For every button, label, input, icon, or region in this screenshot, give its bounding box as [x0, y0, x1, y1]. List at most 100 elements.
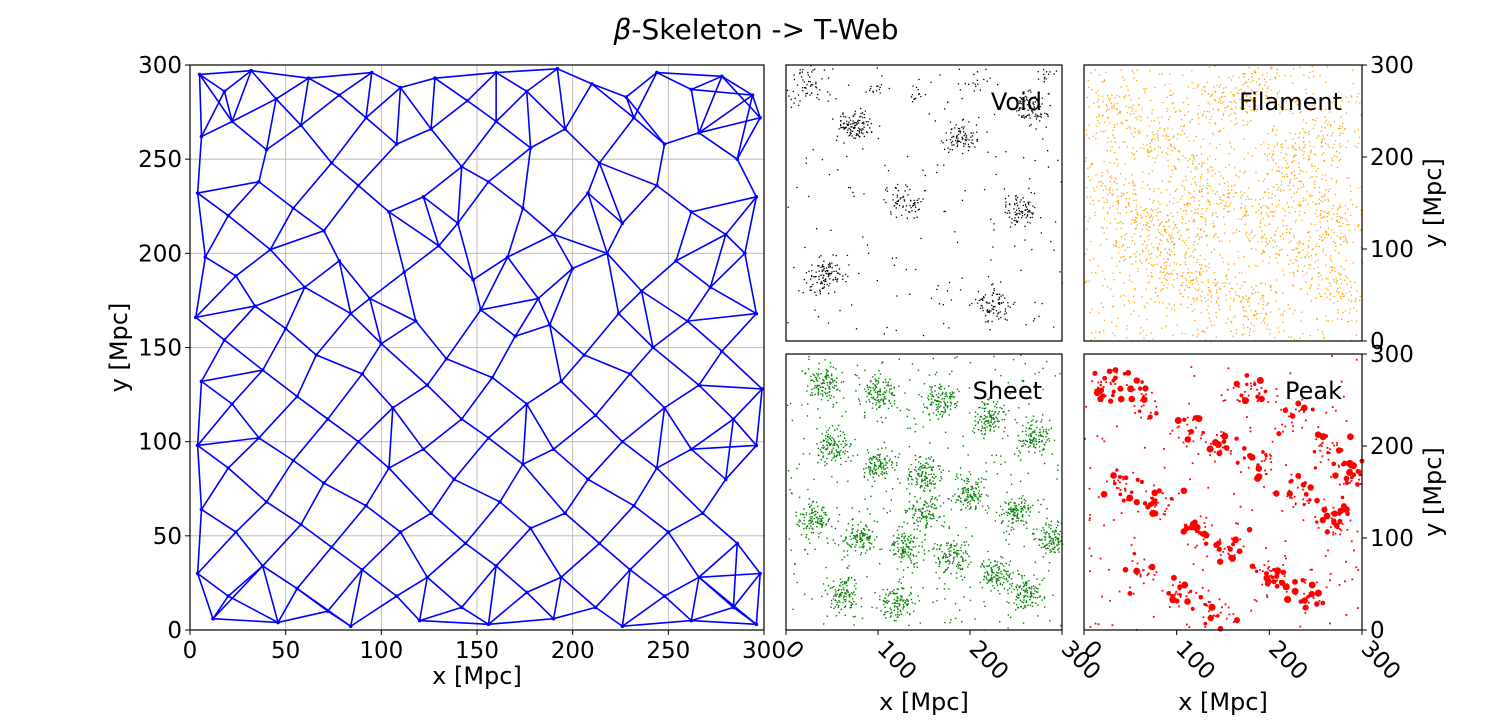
point-225 [1228, 197, 1230, 199]
point-430 [1347, 321, 1349, 323]
point-1665 [1262, 180, 1264, 183]
point-814 [986, 131, 988, 133]
point-254 [930, 473, 932, 475]
point-2001 [1331, 320, 1334, 322]
network-node-165 [486, 622, 491, 627]
point-1243 [1238, 76, 1240, 79]
point-1396 [1186, 213, 1188, 215]
point-929 [1109, 187, 1111, 189]
point-967 [1106, 199, 1108, 201]
point-815 [1276, 144, 1278, 146]
point-204 [1023, 114, 1025, 117]
point-337 [971, 495, 973, 498]
point-66 [860, 115, 862, 118]
point-1105 [832, 598, 835, 600]
point-1637 [1351, 319, 1353, 322]
point-2254 [1187, 271, 1189, 274]
point-701 [1255, 313, 1258, 315]
point-765 [906, 155, 909, 158]
point-236 [920, 474, 923, 476]
point-297 [926, 462, 928, 464]
point-873 [1294, 133, 1297, 135]
point-795 [1019, 102, 1021, 104]
point-517 [1122, 282, 1125, 284]
point-741 [1245, 298, 1248, 300]
network-edge [591, 83, 635, 119]
point-653 [1229, 306, 1231, 308]
point-1669 [1157, 295, 1159, 297]
point-733 [1240, 272, 1243, 274]
point-914 [1123, 192, 1125, 195]
point-856 [1320, 110, 1322, 112]
network-edge [656, 71, 722, 78]
point-901 [1302, 136, 1305, 139]
point-1393 [1169, 193, 1171, 196]
point-750 [1282, 321, 1284, 324]
point-477 [974, 298, 977, 301]
point-820 [1285, 166, 1287, 169]
point-319 [927, 463, 929, 466]
point-548 [1129, 256, 1131, 259]
point-276 [1015, 97, 1017, 100]
point-2045 [1090, 72, 1092, 74]
network-edge [595, 414, 623, 443]
point-259 [924, 482, 927, 484]
point-767 [987, 275, 990, 278]
point-1151 [1232, 94, 1234, 96]
point-245 [1242, 216, 1244, 218]
point-1563 [1188, 111, 1190, 113]
point-632 [812, 528, 814, 530]
point-474 [1018, 212, 1020, 214]
point-1690 [1332, 204, 1334, 207]
point-1857 [1209, 155, 1211, 157]
point-277 [1019, 100, 1021, 102]
point-237 [1045, 126, 1047, 128]
point-515 [1011, 518, 1014, 521]
point-1710 [1200, 311, 1203, 314]
point-641 [821, 524, 823, 527]
point-856 [897, 537, 899, 540]
network-edge [261, 565, 279, 623]
point-174 [975, 124, 978, 126]
point-2175 [1099, 331, 1101, 333]
point-1027 [1149, 216, 1151, 219]
point-1107 [834, 606, 837, 608]
point-1330 [1337, 207, 1340, 210]
point-9 [1104, 130, 1107, 132]
point-445 [1003, 188, 1006, 190]
point-812 [855, 328, 858, 330]
point-895 [1318, 135, 1320, 137]
point-1010 [1148, 188, 1151, 190]
point-588 [817, 536, 820, 538]
point-1931 [1097, 98, 1100, 101]
point-1902 [1115, 177, 1117, 180]
point-253 [915, 459, 917, 461]
point-1529 [1158, 302, 1160, 304]
point-1151 [845, 581, 847, 583]
point-2007 [1295, 259, 1297, 261]
point-104 [857, 134, 859, 136]
point-1320 [1344, 237, 1347, 239]
point-1853 [1143, 209, 1146, 211]
point-2177 [1278, 331, 1280, 333]
point-645 [805, 512, 808, 514]
point-647 [821, 78, 823, 80]
point-1646 [1180, 110, 1182, 112]
point-1091 [1204, 224, 1207, 226]
point-408 [962, 492, 964, 494]
point-531 [1159, 277, 1161, 279]
point-63 [1120, 121, 1122, 123]
point-1075 [990, 578, 992, 580]
point-719 [973, 73, 975, 76]
point-947 [948, 550, 950, 553]
point-1149 [1215, 91, 1217, 93]
point-83 [831, 450, 833, 453]
point-1825 [1159, 290, 1162, 292]
point-1083 [990, 579, 993, 581]
network-edge [698, 542, 738, 578]
point-365 [972, 487, 974, 490]
network-edge [419, 619, 489, 626]
point-1964 [1111, 257, 1113, 259]
point-555 [811, 518, 813, 520]
point-780 [1267, 147, 1269, 149]
